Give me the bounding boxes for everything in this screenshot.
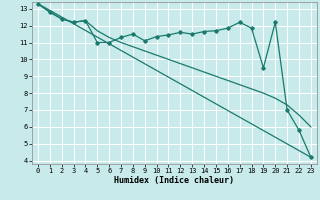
X-axis label: Humidex (Indice chaleur): Humidex (Indice chaleur)	[115, 176, 234, 185]
